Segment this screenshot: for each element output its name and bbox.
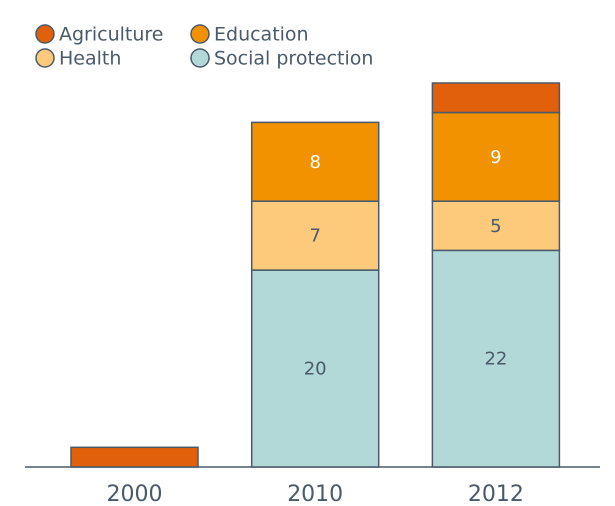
x-tick-label: 2010 xyxy=(287,482,343,506)
bar-segment xyxy=(250,121,380,202)
x-tick-label: 2012 xyxy=(468,482,524,506)
legend-swatch xyxy=(190,24,210,44)
data-label: 22 xyxy=(484,349,507,370)
legend-label: Social protection xyxy=(214,48,373,70)
bar-segment xyxy=(250,200,380,271)
bar-segment xyxy=(431,200,561,252)
legend-label: Health xyxy=(59,48,121,70)
bar-segment xyxy=(431,111,561,202)
legend-label: Agriculture xyxy=(59,24,164,46)
legend-label: Education xyxy=(214,24,309,46)
data-label: 8 xyxy=(309,152,320,173)
data-label: 20 xyxy=(304,359,327,380)
legend-swatch xyxy=(35,48,55,68)
legend-swatch xyxy=(190,48,210,68)
data-label: 5 xyxy=(490,216,501,237)
legend-swatch xyxy=(35,24,55,44)
x-tick-label: 2000 xyxy=(107,482,163,506)
bar-segment xyxy=(431,82,561,114)
data-label: 9 xyxy=(490,147,501,168)
bar-segment xyxy=(431,249,561,468)
data-label: 7 xyxy=(309,226,320,247)
bar-segment xyxy=(70,446,199,468)
bar-segment xyxy=(250,269,380,468)
